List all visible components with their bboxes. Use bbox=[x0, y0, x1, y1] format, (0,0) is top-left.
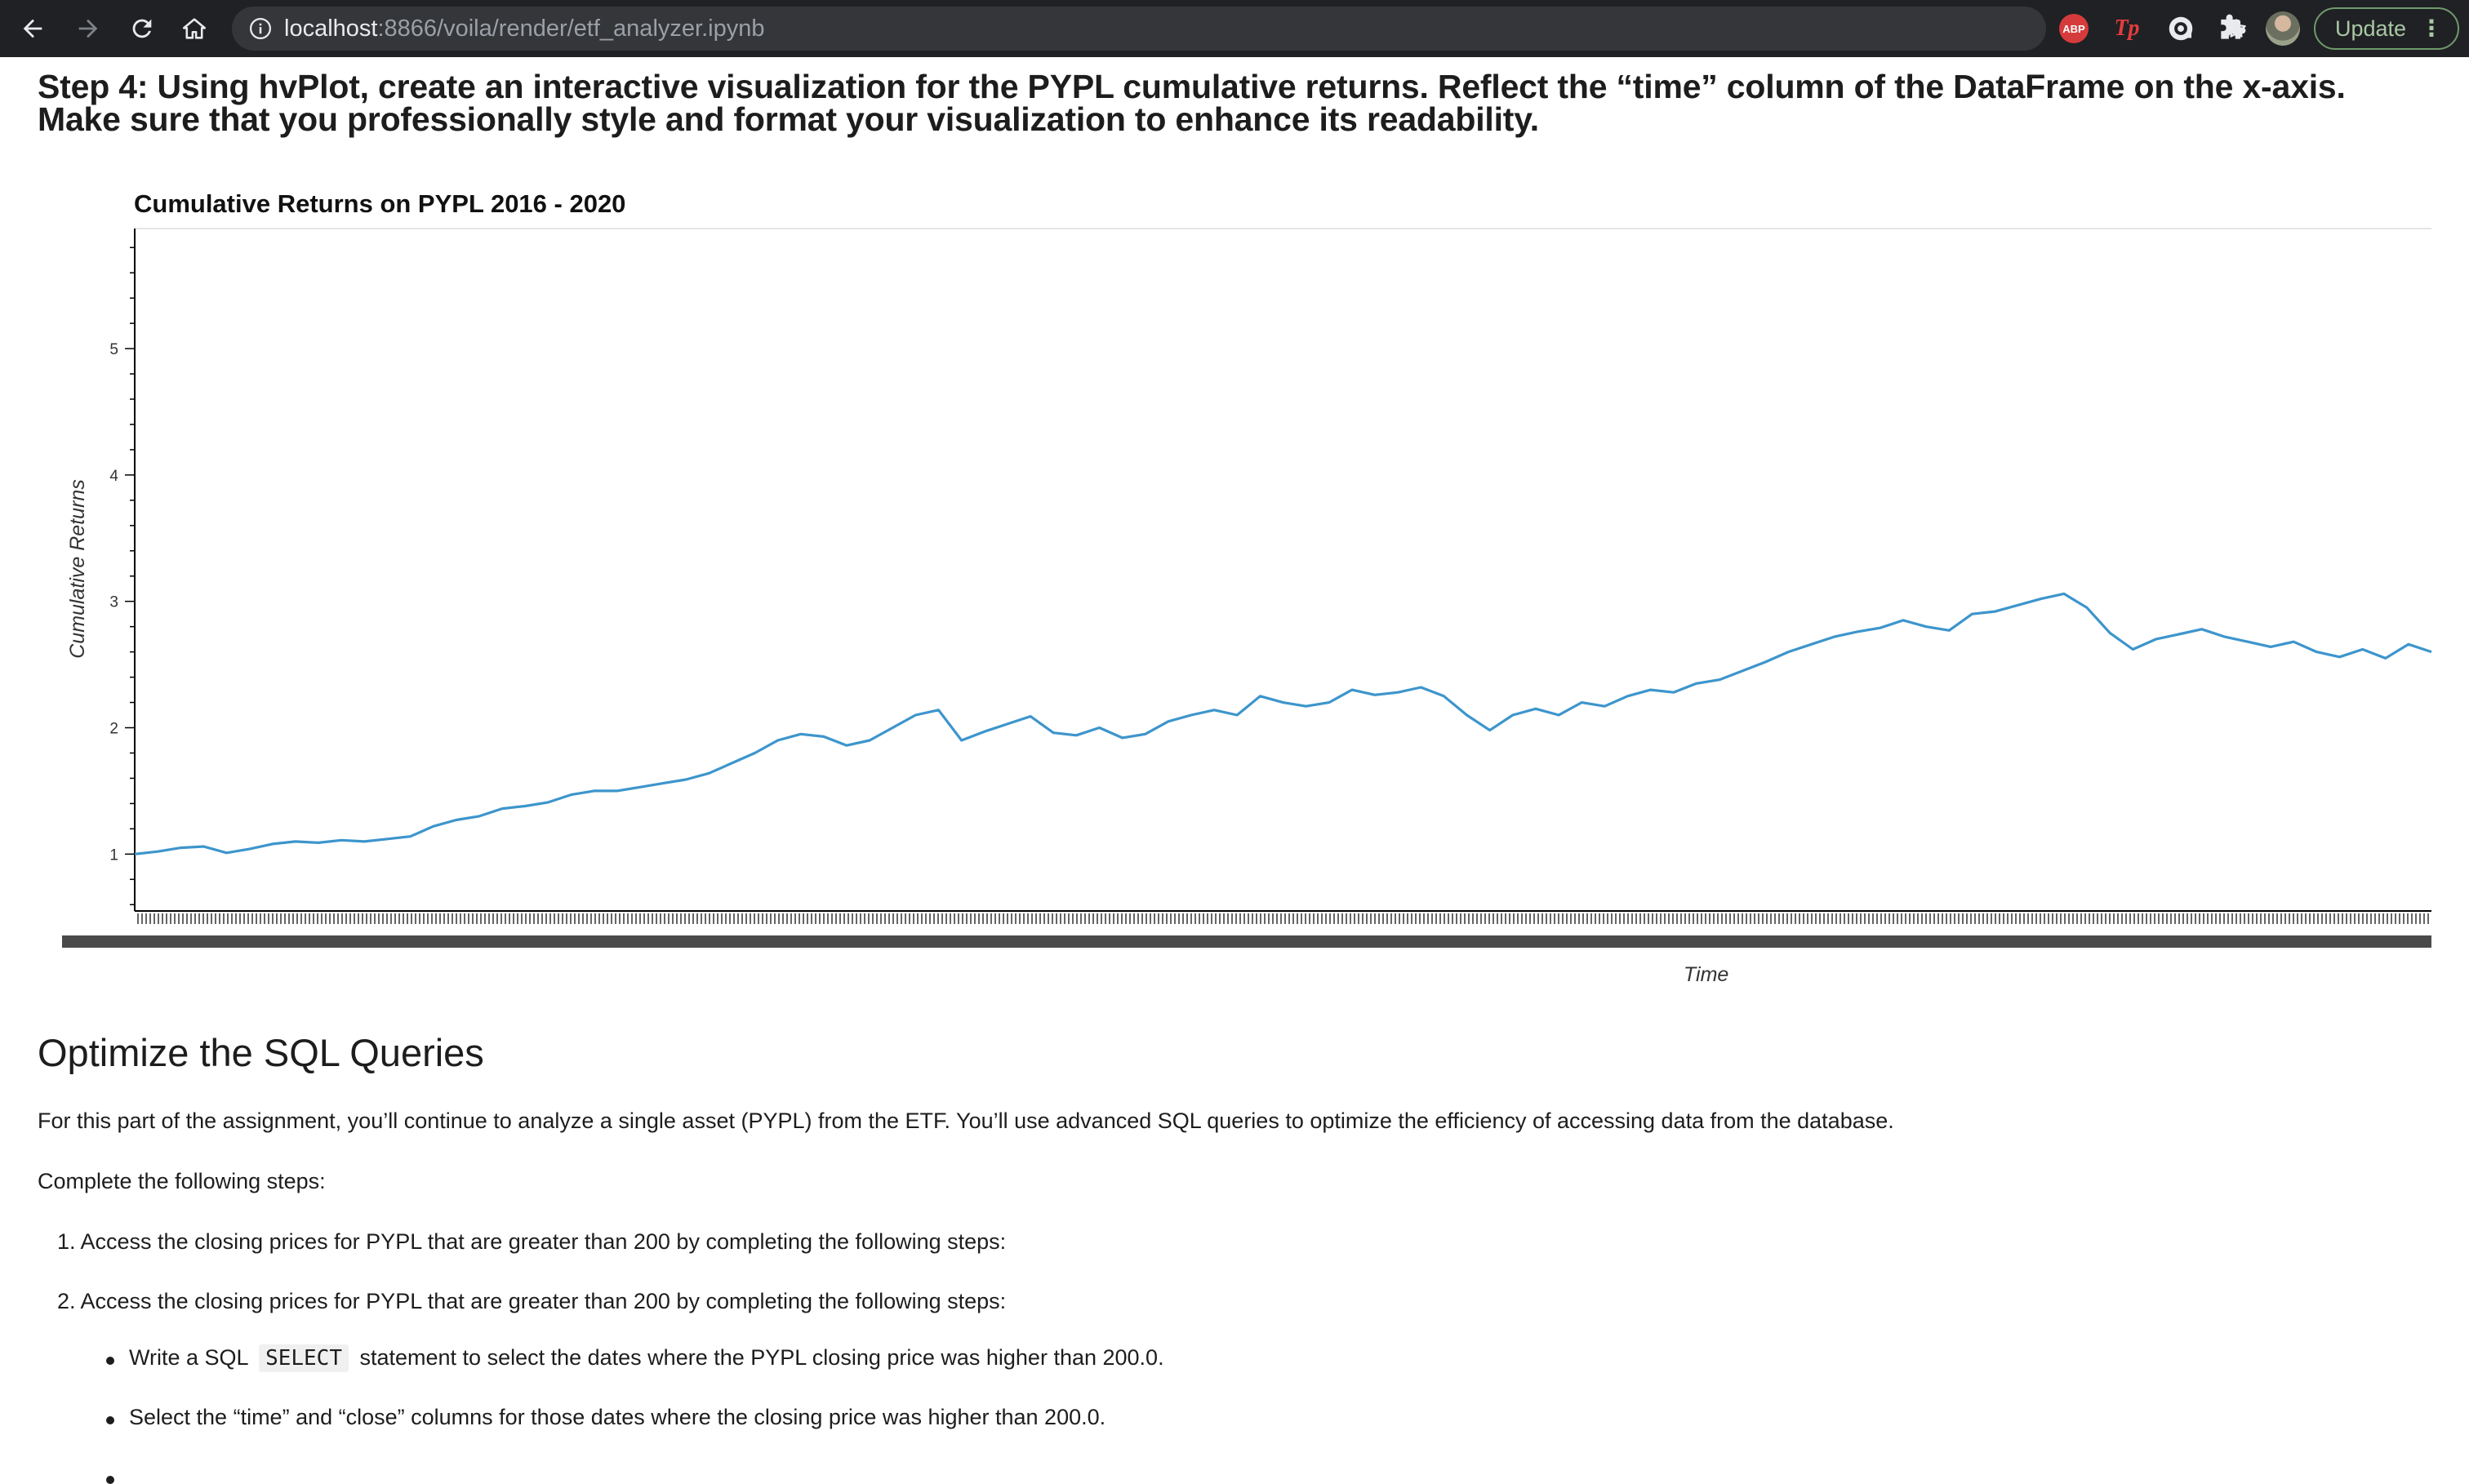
forward-arrow-icon[interactable] bbox=[69, 9, 108, 48]
chart-title: Cumulative Returns on PYPL 2016 - 2020 bbox=[134, 189, 626, 218]
section-heading: Optimize the SQL Queries bbox=[38, 1031, 484, 1074]
tp-extension-icon[interactable]: Tp bbox=[2114, 16, 2140, 41]
sub-item-text: Write a SQL bbox=[129, 1345, 255, 1370]
series-line bbox=[134, 592, 2432, 855]
profile-avatar[interactable] bbox=[2266, 11, 2300, 46]
y-tick-label: 5 bbox=[109, 341, 118, 358]
kebab-menu-icon[interactable]: ⋮ bbox=[2420, 16, 2443, 41]
circle-extension-icon[interactable] bbox=[2165, 13, 2196, 44]
update-button[interactable]: Update ⋮ bbox=[2314, 7, 2459, 50]
x-axis-label: Time bbox=[1684, 963, 1729, 986]
sub-item-text: statement to select the dates where the … bbox=[353, 1345, 1164, 1370]
bullet-icon bbox=[106, 1416, 114, 1424]
home-icon[interactable] bbox=[175, 9, 214, 48]
list-item: 2. Access the closing prices for PYPL th… bbox=[57, 1289, 1007, 1313]
intro-paragraph: For this part of the assignment, you’ll … bbox=[38, 1109, 1894, 1133]
y-tick-label: 3 bbox=[109, 594, 118, 611]
bullet-icon bbox=[106, 1357, 114, 1365]
sub-list-item: Select the “time” and “close” columns fo… bbox=[129, 1405, 1106, 1429]
list-item: 1. Access the closing prices for PYPL th… bbox=[57, 1229, 1007, 1254]
puzzle-icon[interactable] bbox=[2216, 13, 2247, 44]
sub-list-item: Write a SQL SELECT statement to select t… bbox=[129, 1344, 1164, 1372]
browser-toolbar: localhost:8866/voila/render/etf_analyzer… bbox=[0, 0, 2469, 57]
chart-axes bbox=[62, 228, 2431, 948]
url-path: :8866/voila/render/etf_analyzer.ipynb bbox=[377, 16, 765, 42]
update-label: Update bbox=[2335, 16, 2407, 41]
y-axis-label: Cumulative Returns bbox=[66, 479, 89, 659]
y-tick-label: 4 bbox=[109, 468, 118, 485]
x-axis-tick-marks bbox=[137, 913, 2429, 924]
adblock-extension-icon[interactable]: ABP bbox=[2059, 14, 2089, 43]
address-bar[interactable]: localhost:8866/voila/render/etf_analyzer… bbox=[232, 7, 2246, 51]
y-axis-ticks: 1 2 3 4 5 bbox=[109, 247, 135, 906]
step-4-heading: Step 4: Using hvPlot, create an interact… bbox=[38, 68, 2346, 138]
range-scrollbar[interactable] bbox=[62, 935, 2431, 948]
cumulative-returns-chart[interactable]: 1 2 3 4 5 Cumulative Returns bbox=[0, 0, 2469, 1020]
bullet-icon bbox=[106, 1476, 114, 1484]
url-text[interactable]: localhost:8866/voila/render/etf_analyzer… bbox=[284, 7, 764, 51]
back-arrow-icon[interactable] bbox=[13, 9, 52, 48]
y-tick-label: 2 bbox=[109, 721, 118, 738]
info-icon[interactable] bbox=[248, 16, 273, 41]
inline-code: SELECT bbox=[259, 1344, 349, 1372]
y-tick-label: 1 bbox=[109, 846, 118, 864]
url-host: localhost bbox=[284, 16, 378, 42]
steps-intro: Complete the following steps: bbox=[38, 1169, 326, 1193]
